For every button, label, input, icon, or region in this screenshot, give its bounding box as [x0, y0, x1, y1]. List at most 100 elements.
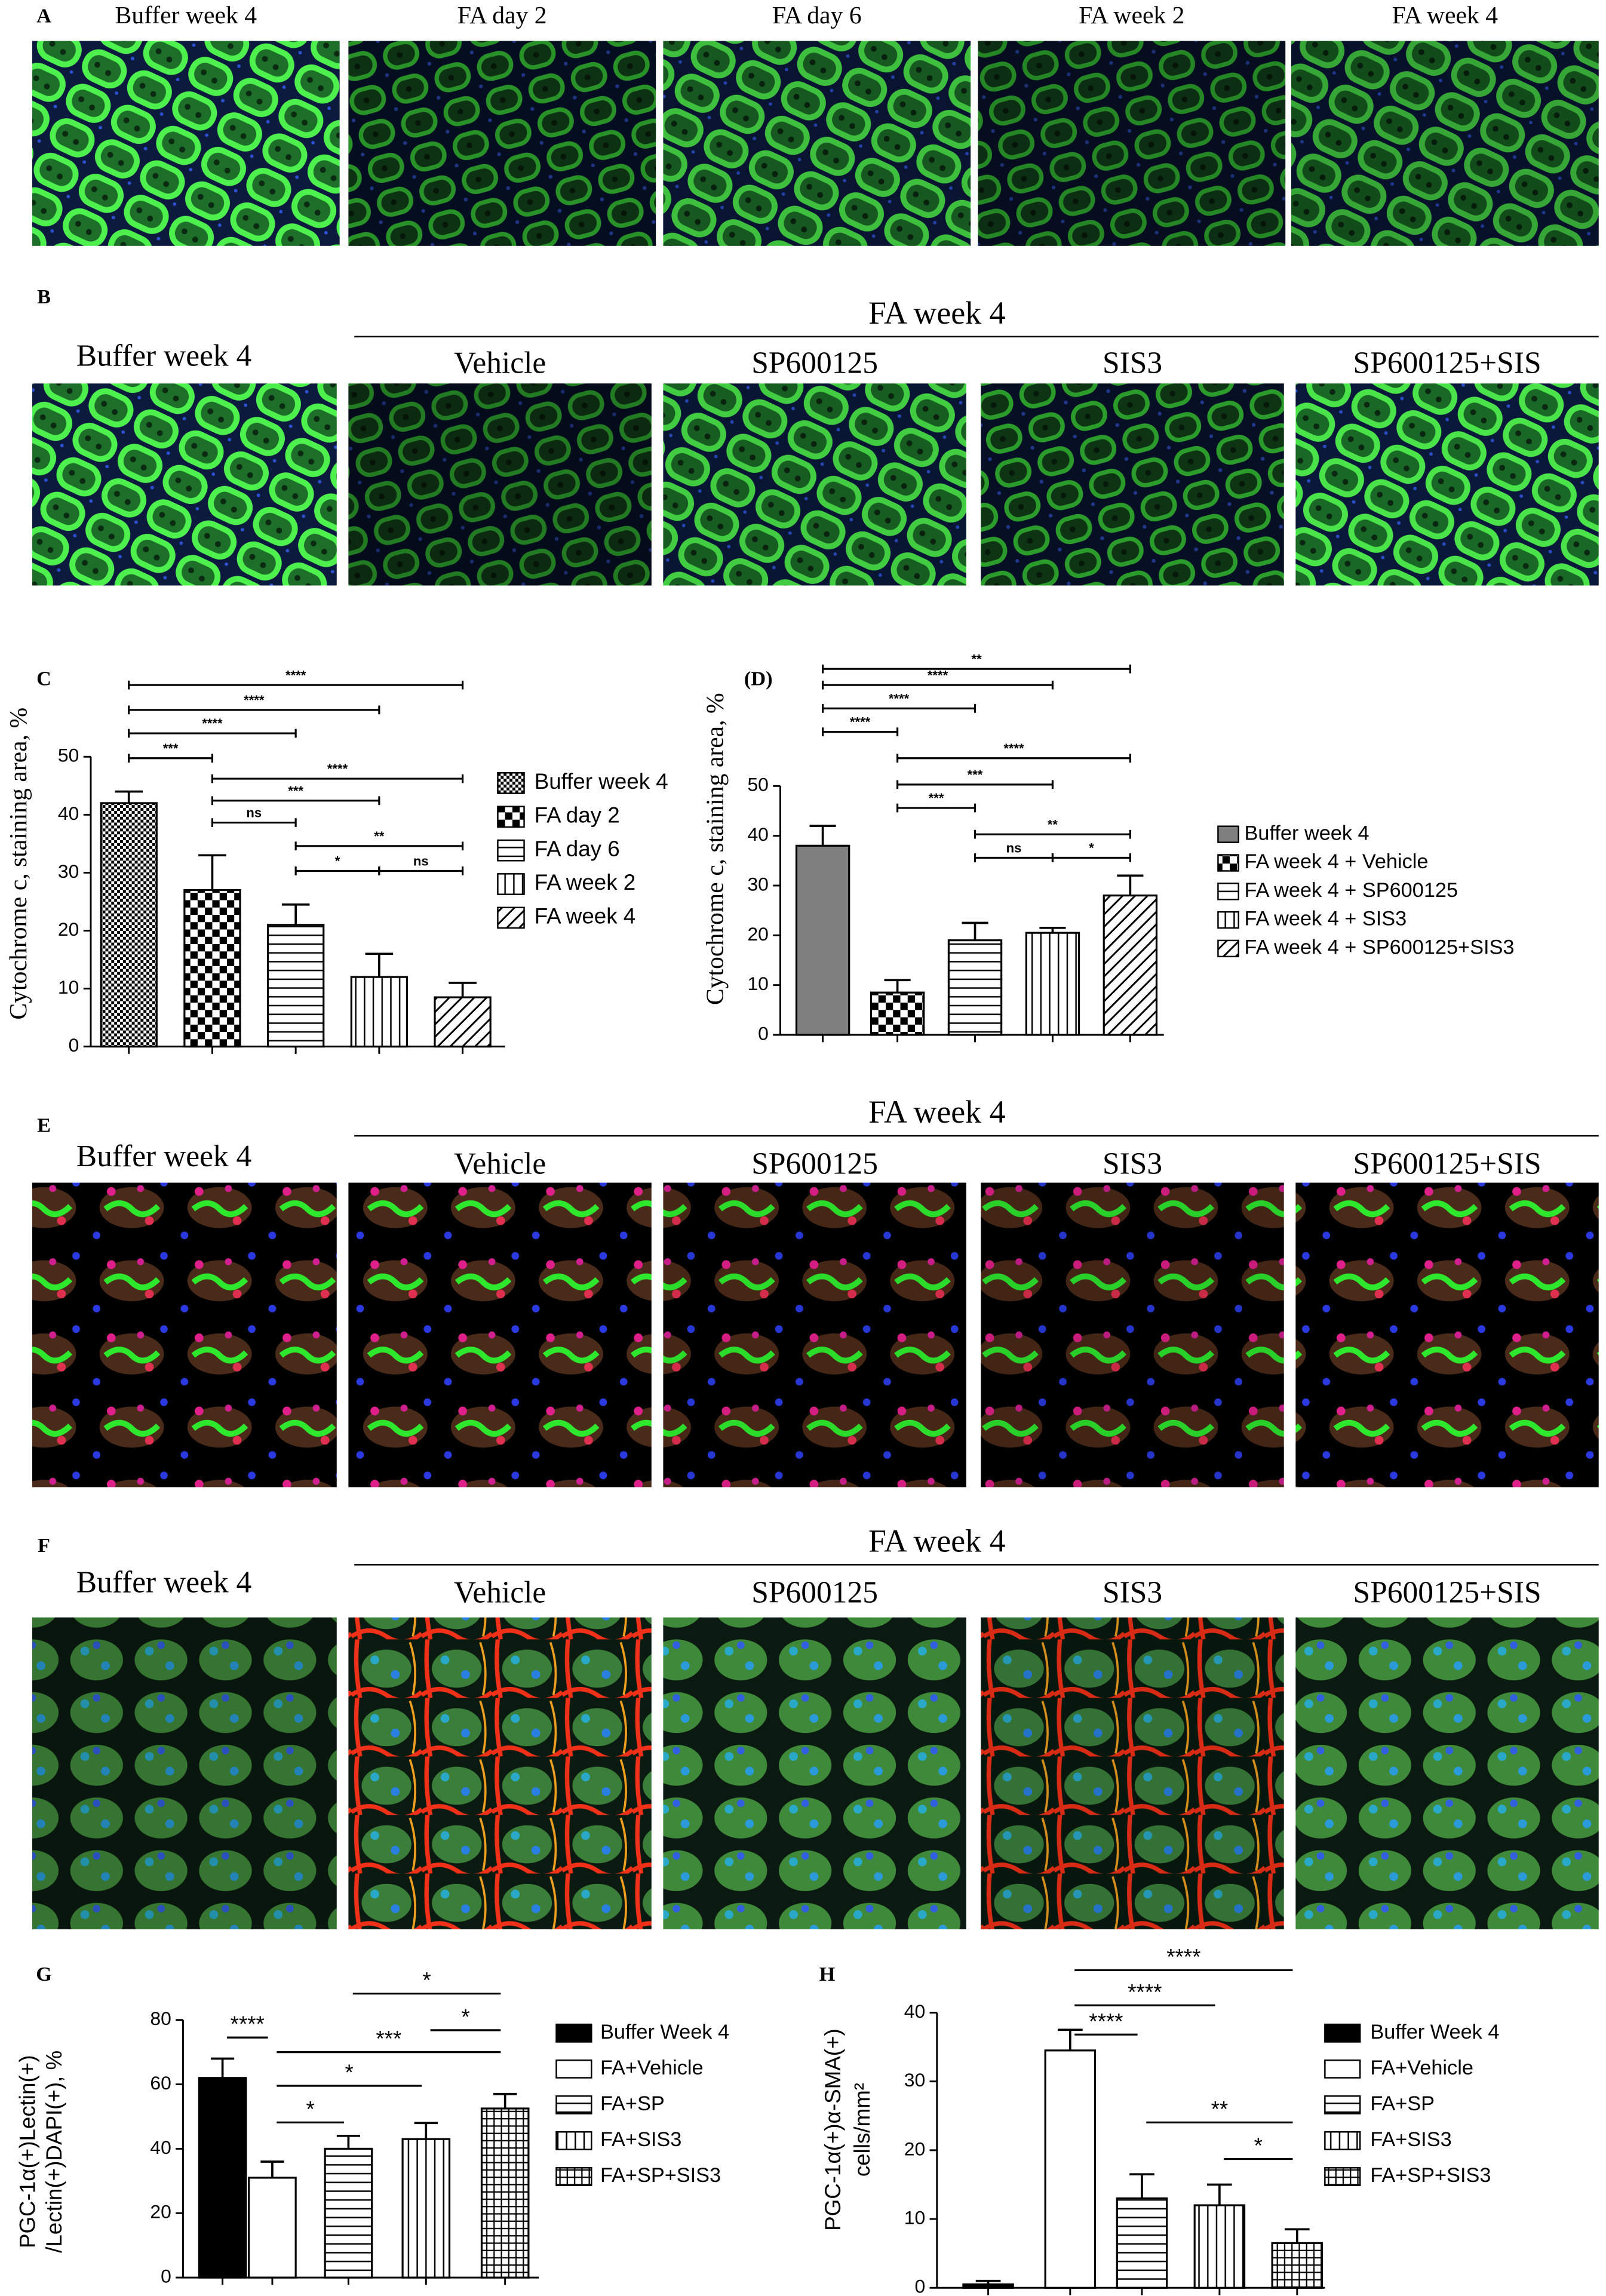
bar	[480, 2107, 530, 2279]
legend-swatch	[1324, 2059, 1361, 2079]
micrograph	[663, 1617, 966, 1929]
legend-swatch	[555, 2059, 592, 2079]
y-tick-label: 10	[58, 976, 79, 998]
significance-label: ns	[1006, 841, 1022, 856]
micrograph	[981, 383, 1284, 586]
control-title: Buffer week 4	[76, 339, 251, 373]
bar	[1044, 2049, 1097, 2289]
panel-label: F	[38, 1534, 50, 1557]
image-title: Buffer week 4	[115, 2, 257, 29]
y-tick-label: 60	[150, 2072, 171, 2094]
significance-label: ***	[376, 2027, 401, 2051]
image-title: SP600125	[751, 346, 878, 380]
bar	[198, 2077, 247, 2279]
legend-label: FA week 4 + SP600125+SIS3	[1245, 936, 1515, 958]
micrograph-shade	[32, 1617, 337, 1929]
image-title: SIS3	[1103, 346, 1162, 380]
significance-label: **	[971, 651, 982, 666]
y-axis-title: /Lectin(+)DAPI(+), %	[42, 2051, 66, 2253]
micrograph	[1291, 41, 1599, 246]
significance-label: ***	[288, 783, 303, 798]
panel-label: E	[37, 1114, 51, 1136]
significance-label: **	[374, 829, 385, 844]
micrograph	[978, 41, 1286, 246]
group-title: FA week 4	[868, 1094, 1006, 1130]
y-tick-label: 50	[747, 774, 768, 795]
image-title: SP600125+SIS	[1353, 1576, 1541, 1610]
micrograph	[1295, 383, 1599, 586]
significance-label: ***	[968, 767, 983, 782]
y-tick-label: 30	[904, 2069, 925, 2091]
legend-label: FA day 6	[535, 837, 620, 861]
y-tick-label: 0	[161, 2266, 171, 2287]
legend-swatch	[1217, 883, 1239, 900]
y-tick-label: 0	[914, 2276, 925, 2296]
bar	[1271, 2242, 1324, 2289]
y-tick-label: 50	[58, 745, 79, 766]
panel-label: H	[819, 1963, 836, 1985]
legend-swatch	[497, 772, 525, 794]
significance-label: ****	[1089, 2009, 1123, 2033]
micrograph-shade	[981, 383, 1284, 586]
significance-label: ****	[928, 668, 948, 683]
legend-label: FA week 2	[535, 870, 636, 895]
significance-label: ****	[1128, 1980, 1162, 2004]
micrograph	[663, 1182, 966, 1487]
y-axis-title: Cytochrome c, staining area, %	[5, 708, 32, 1020]
legend-label: FA week 4 + Vehicle	[1245, 850, 1429, 873]
y-tick-label: 40	[150, 2137, 171, 2158]
legend-swatch	[497, 906, 525, 929]
image-title: SIS3	[1103, 1147, 1162, 1181]
significance-label: *	[1254, 2134, 1263, 2158]
legend-swatch	[555, 2023, 592, 2043]
significance-label: ****	[231, 2012, 265, 2036]
image-title: SP600125	[751, 1576, 878, 1610]
micrograph	[1295, 1182, 1599, 1487]
legend-label: FA week 4	[535, 904, 636, 929]
bar	[434, 996, 492, 1048]
legend-label: FA week 4 + SP600125	[1245, 879, 1458, 902]
micrograph	[348, 1617, 652, 1929]
significance-label: ****	[285, 668, 306, 683]
micrograph-shade	[1295, 383, 1599, 586]
panel-label: A	[36, 4, 51, 27]
image-title: FA day 2	[457, 2, 547, 29]
control-title: Buffer week 4	[76, 1139, 251, 1173]
y-tick-label: 30	[58, 860, 79, 882]
significance-label: *	[306, 2097, 315, 2121]
micrograph-shade	[348, 41, 656, 246]
micrograph-shade	[663, 383, 966, 586]
legend-swatch	[555, 2167, 592, 2186]
bar	[1103, 895, 1158, 1036]
micrograph	[32, 383, 337, 586]
micrograph	[32, 41, 340, 246]
significance-label: *	[345, 2060, 353, 2085]
legend-swatch	[497, 839, 525, 862]
bar	[401, 2138, 451, 2279]
y-tick-label: 40	[58, 803, 79, 824]
bar	[870, 991, 925, 1036]
image-title: Vehicle	[454, 346, 546, 380]
bar	[266, 924, 325, 1048]
significance-label: ***	[163, 741, 179, 756]
legend-label: FA+SIS3	[1370, 2128, 1451, 2151]
group-title: FA week 4	[868, 295, 1006, 331]
legend-label: FA+SP	[600, 2092, 665, 2115]
legend-swatch	[497, 873, 525, 895]
y-tick-label: 10	[747, 973, 768, 994]
micrograph	[348, 1182, 652, 1487]
legend-swatch	[555, 2095, 592, 2114]
significance-label: ****	[850, 715, 871, 730]
legend-label: Buffer week 4	[1245, 822, 1369, 844]
legend-swatch	[1217, 939, 1239, 958]
bar	[962, 2283, 1014, 2289]
legend-label: FA+SIS3	[600, 2128, 681, 2151]
significance-label: *	[422, 1968, 431, 1993]
panel-label: B	[37, 285, 51, 308]
micrograph	[1295, 1617, 1599, 1929]
y-tick-label: 80	[150, 2008, 171, 2029]
y-axis-title: PGC-1α(+)α-SMA(+)	[821, 2028, 845, 2231]
significance-label: *	[1089, 841, 1094, 856]
legend-label: Buffer Week 4	[1370, 2021, 1499, 2043]
